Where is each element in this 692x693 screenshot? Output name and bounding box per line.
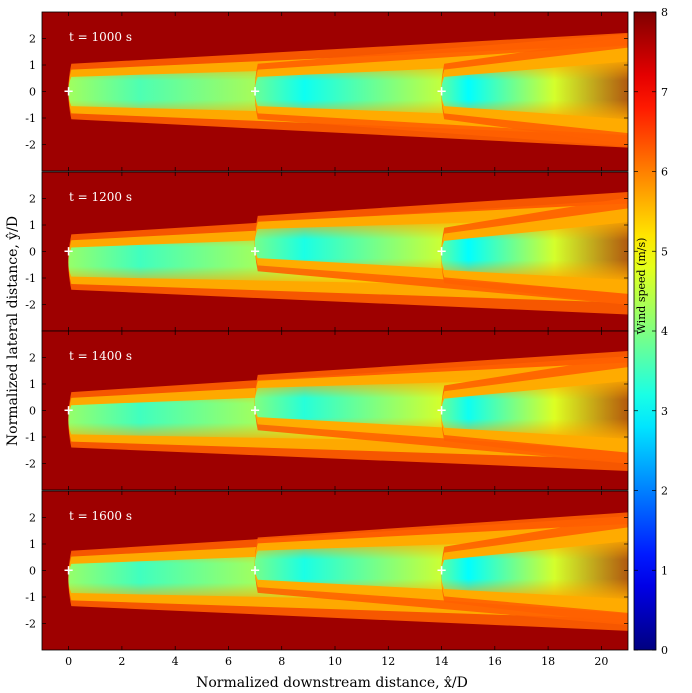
colorbar-tick-label: 2: [661, 485, 668, 498]
turbine-marker-2: +: [250, 564, 261, 579]
panel-4: + + +2 1 0 -1 -2 t = 1600 s: [25, 490, 629, 651]
x-tick-label: 20: [594, 655, 608, 668]
x-tick-label: 6: [225, 655, 232, 668]
panel-time-label: t = 1600 s: [69, 509, 132, 523]
turbine-marker-3: +: [436, 85, 447, 100]
y-tick-label: -2: [25, 618, 36, 631]
y-tick-label: -1: [25, 272, 36, 285]
turbine-marker-1: +: [63, 245, 74, 260]
y-tick-label: 2: [29, 193, 36, 206]
y-tick-label: 0: [29, 405, 36, 418]
x-tick-label: 8: [278, 655, 285, 668]
colorbar-tick-label: 1: [661, 564, 668, 577]
panel-2: + + +2 1 0 -1 -2 t = 1200 s: [25, 171, 629, 332]
y-tick-label: 1: [29, 219, 36, 232]
turbine-marker-3: +: [436, 404, 447, 419]
y-tick-label: 0: [29, 86, 36, 99]
y-tick-label: 2: [29, 352, 36, 365]
y-tick-label: -2: [25, 299, 36, 312]
x-tick-label: 14: [435, 655, 449, 668]
x-axis: 0 2 4 6 8 10 12 14 16 18 20: [65, 655, 608, 668]
y-axis-label: Normalized lateral distance, ŷ/D: [4, 216, 21, 446]
x-tick-label: 2: [118, 655, 125, 668]
panel-time-label: t = 1000 s: [69, 30, 132, 44]
colorbar-tick-label: 3: [661, 405, 668, 418]
colorbar-tick-label: 5: [661, 245, 668, 258]
colorbar-label: Wind speed (m/s): [635, 238, 648, 335]
colorbar-tick-label: 0: [661, 644, 668, 657]
turbine-marker-1: +: [63, 404, 74, 419]
colorbar-tick-label: 6: [661, 166, 668, 179]
x-tick-label: 10: [328, 655, 342, 668]
wake-3: [441, 36, 628, 145]
turbine-marker-3: +: [436, 564, 447, 579]
y-tick-label: 2: [29, 33, 36, 46]
y-tick-label: 0: [29, 565, 36, 578]
colorbar-gradient: [634, 12, 656, 650]
y-tick-label: -1: [25, 112, 36, 125]
y-tick-label: 1: [29, 59, 36, 72]
panel-3: + + +2 1 0 -1 -2 t = 1400 s: [25, 330, 629, 491]
y-tick-label: 1: [29, 538, 36, 551]
heatmap-panels: + + +2 1 0 -1 -2 t = 1000 s + + +2 1 0 -1 -2 t = 1200 s…: [25, 11, 629, 651]
turbine-marker-1: +: [63, 564, 74, 579]
y-tick-label: -1: [25, 591, 36, 604]
x-tick-label: 0: [65, 655, 72, 668]
turbine-marker-3: +: [436, 245, 447, 260]
y-tick-label: -1: [25, 431, 36, 444]
x-tick-label: 4: [172, 655, 179, 668]
turbine-marker-2: +: [250, 245, 261, 260]
y-tick-label: 0: [29, 246, 36, 259]
x-tick-label: 16: [488, 655, 502, 668]
y-tick-label: -2: [25, 139, 36, 152]
turbine-marker-2: +: [250, 404, 261, 419]
y-tick-label: -2: [25, 458, 36, 471]
panel-1: + + +2 1 0 -1 -2 t = 1000 s: [25, 11, 629, 172]
panel-time-label: t = 1200 s: [69, 190, 132, 204]
wake-3: [441, 356, 628, 464]
x-tick-label: 12: [381, 655, 395, 668]
colorbar: 0 1 2 3 4 5 6 7 8 Wind speed (m/s): [633, 6, 668, 657]
panel-time-label: t = 1400 s: [69, 349, 132, 363]
y-tick-label: 1: [29, 378, 36, 391]
x-tick-label: 18: [541, 655, 555, 668]
turbine-marker-1: +: [63, 85, 74, 100]
x-axis-label: Normalized downstream distance, x̂/D: [196, 675, 468, 691]
colorbar-tick-label: 7: [661, 86, 668, 99]
colorbar-tick-label: 8: [661, 6, 668, 19]
colorbar-tick-label: 4: [661, 325, 668, 338]
y-tick-label: 2: [29, 512, 36, 525]
wake-3: [441, 516, 628, 624]
wake-3: [441, 197, 628, 305]
turbine-marker-2: +: [250, 85, 261, 100]
